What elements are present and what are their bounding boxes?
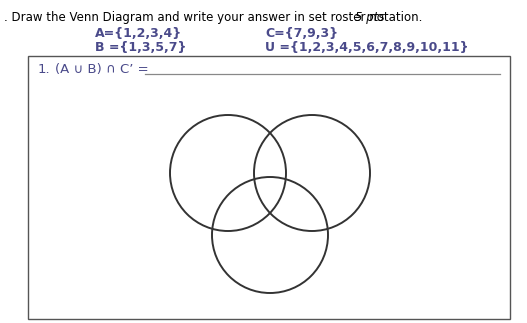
Text: U ={1,2,3,4,5,6,7,8,9,10,11}: U ={1,2,3,4,5,6,7,8,9,10,11} [265,41,469,54]
Text: B ={1,3,5,7}: B ={1,3,5,7} [95,41,187,54]
Text: 5 pts: 5 pts [355,11,385,24]
Text: . Draw the Venn Diagram and write your answer in set roster notation.: . Draw the Venn Diagram and write your a… [4,11,422,24]
Bar [28,56,510,319]
Text: 1.: 1. [38,63,51,76]
Text: C={7,9,3}: C={7,9,3} [265,27,338,40]
Text: A={1,2,3,4}: A={1,2,3,4} [95,27,182,40]
Text: (A ∪ B) ∩ C’ =: (A ∪ B) ∩ C’ = [55,63,149,76]
